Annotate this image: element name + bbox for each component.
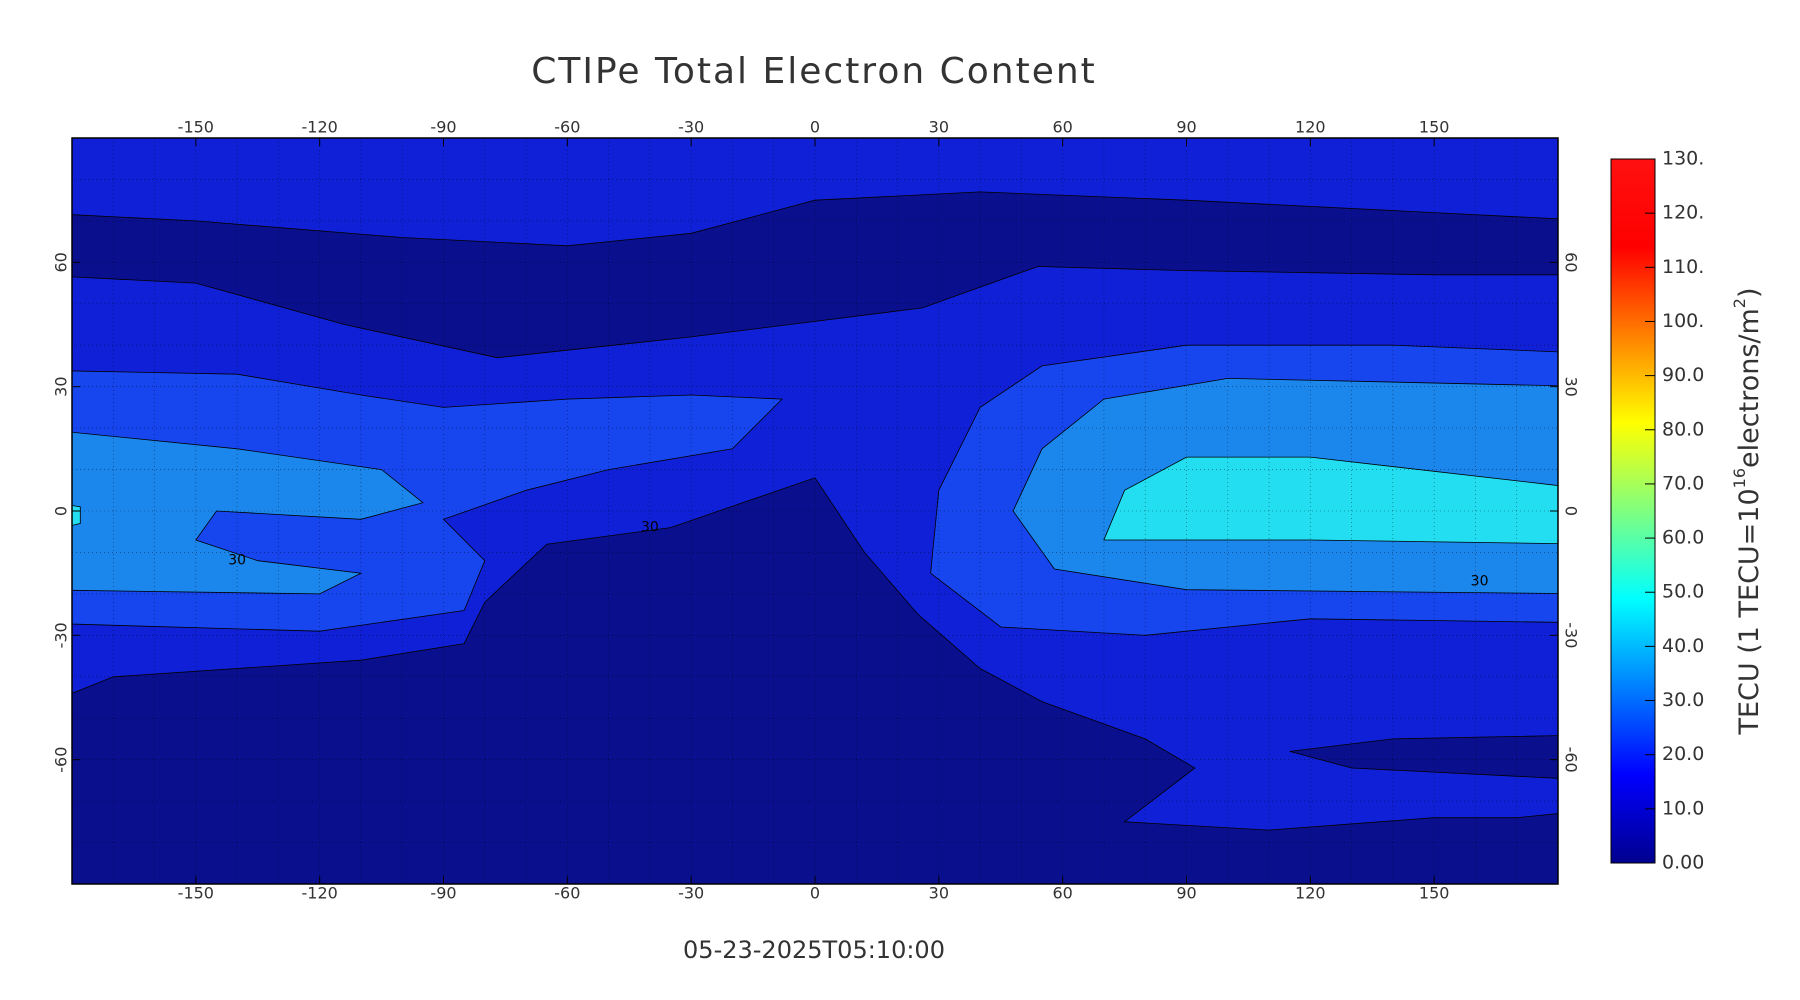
y-tick-label: -30 [1562,622,1581,648]
colorbar-tick-label: 110. [1662,256,1704,278]
x-tick-label: -150 [178,118,214,137]
x-tick-label: 60 [1052,884,1072,903]
contour-region [1103,456,1558,544]
x-tick-label: -60 [554,118,580,137]
y-tick-label: 60 [52,252,71,272]
colorbar-tick-label: 60.0 [1662,527,1704,549]
contour-label: 30 [641,520,659,536]
label-part: 16 [1730,468,1749,488]
colorbar-tick-label: 0.00 [1662,852,1704,874]
label-part: electrons/m [1734,308,1765,468]
y-tick-label: 30 [52,376,71,396]
x-tick-label: -60 [554,884,580,903]
contour-label: 30 [1471,573,1489,589]
x-tick-label: -120 [302,884,338,903]
x-tick-label: -90 [430,118,456,137]
x-tick-label: 0 [810,884,820,903]
map-area: 30 30 30 [72,138,1558,884]
colorbar-tick-label: 40.0 [1662,635,1704,657]
colorbar-tick-label: 130. [1662,148,1704,170]
colorbar-label: TECU (1 TECU=1016electrons/m2) [1730,287,1765,735]
map-title: CTIPe Total Electron Content [531,51,1097,92]
timestamp: 05-23-2025T05:10:00 [683,936,945,964]
x-tick-label: 90 [1176,118,1196,137]
label-part: 2 [1730,298,1749,308]
x-tick-label: 30 [929,118,949,137]
x-tick-label: 120 [1295,118,1326,137]
y-tick-label: 0 [52,506,71,516]
contour-label: 30 [228,553,246,569]
colorbar-tick-label: 80.0 [1662,418,1704,440]
colorbar [1610,158,1656,864]
y-tick-label: 60 [1562,252,1581,272]
label-part: TECU (1 TECU=10 [1734,488,1765,735]
y-tick-label: -60 [1562,747,1581,773]
x-tick-label: -30 [678,118,704,137]
colorbar-tick-label: 20.0 [1662,743,1704,765]
y-tick-label: 30 [1562,376,1581,396]
x-tick-label: 30 [929,884,949,903]
x-tick-label: 90 [1176,884,1196,903]
x-tick-label: 0 [810,118,820,137]
x-tick-label: -120 [302,118,338,137]
x-tick-label: 150 [1419,118,1450,137]
colorbar-tick-label: 90.0 [1662,364,1704,386]
x-tick-label: 120 [1295,884,1326,903]
colorbar-tick-label: 50.0 [1662,581,1704,603]
colorbar-tick-label: 30.0 [1662,689,1704,711]
y-tick-label: 0 [1562,506,1581,516]
x-tick-label: -150 [178,884,214,903]
colorbar-tick-label: 120. [1662,202,1704,224]
contour-region [72,431,424,595]
colorbar-tick-label: 100. [1662,310,1704,332]
x-tick-label: -90 [430,884,456,903]
colorbar-tick-label: 70.0 [1662,472,1704,494]
x-tick-label: 60 [1052,118,1072,137]
x-tick-label: -30 [678,884,704,903]
colorbar-tick-label: 10.0 [1662,797,1704,819]
y-tick-label: -30 [52,622,71,648]
y-tick-label: -60 [52,747,71,773]
x-tick-label: 150 [1419,884,1450,903]
label-part: ) [1734,287,1765,298]
